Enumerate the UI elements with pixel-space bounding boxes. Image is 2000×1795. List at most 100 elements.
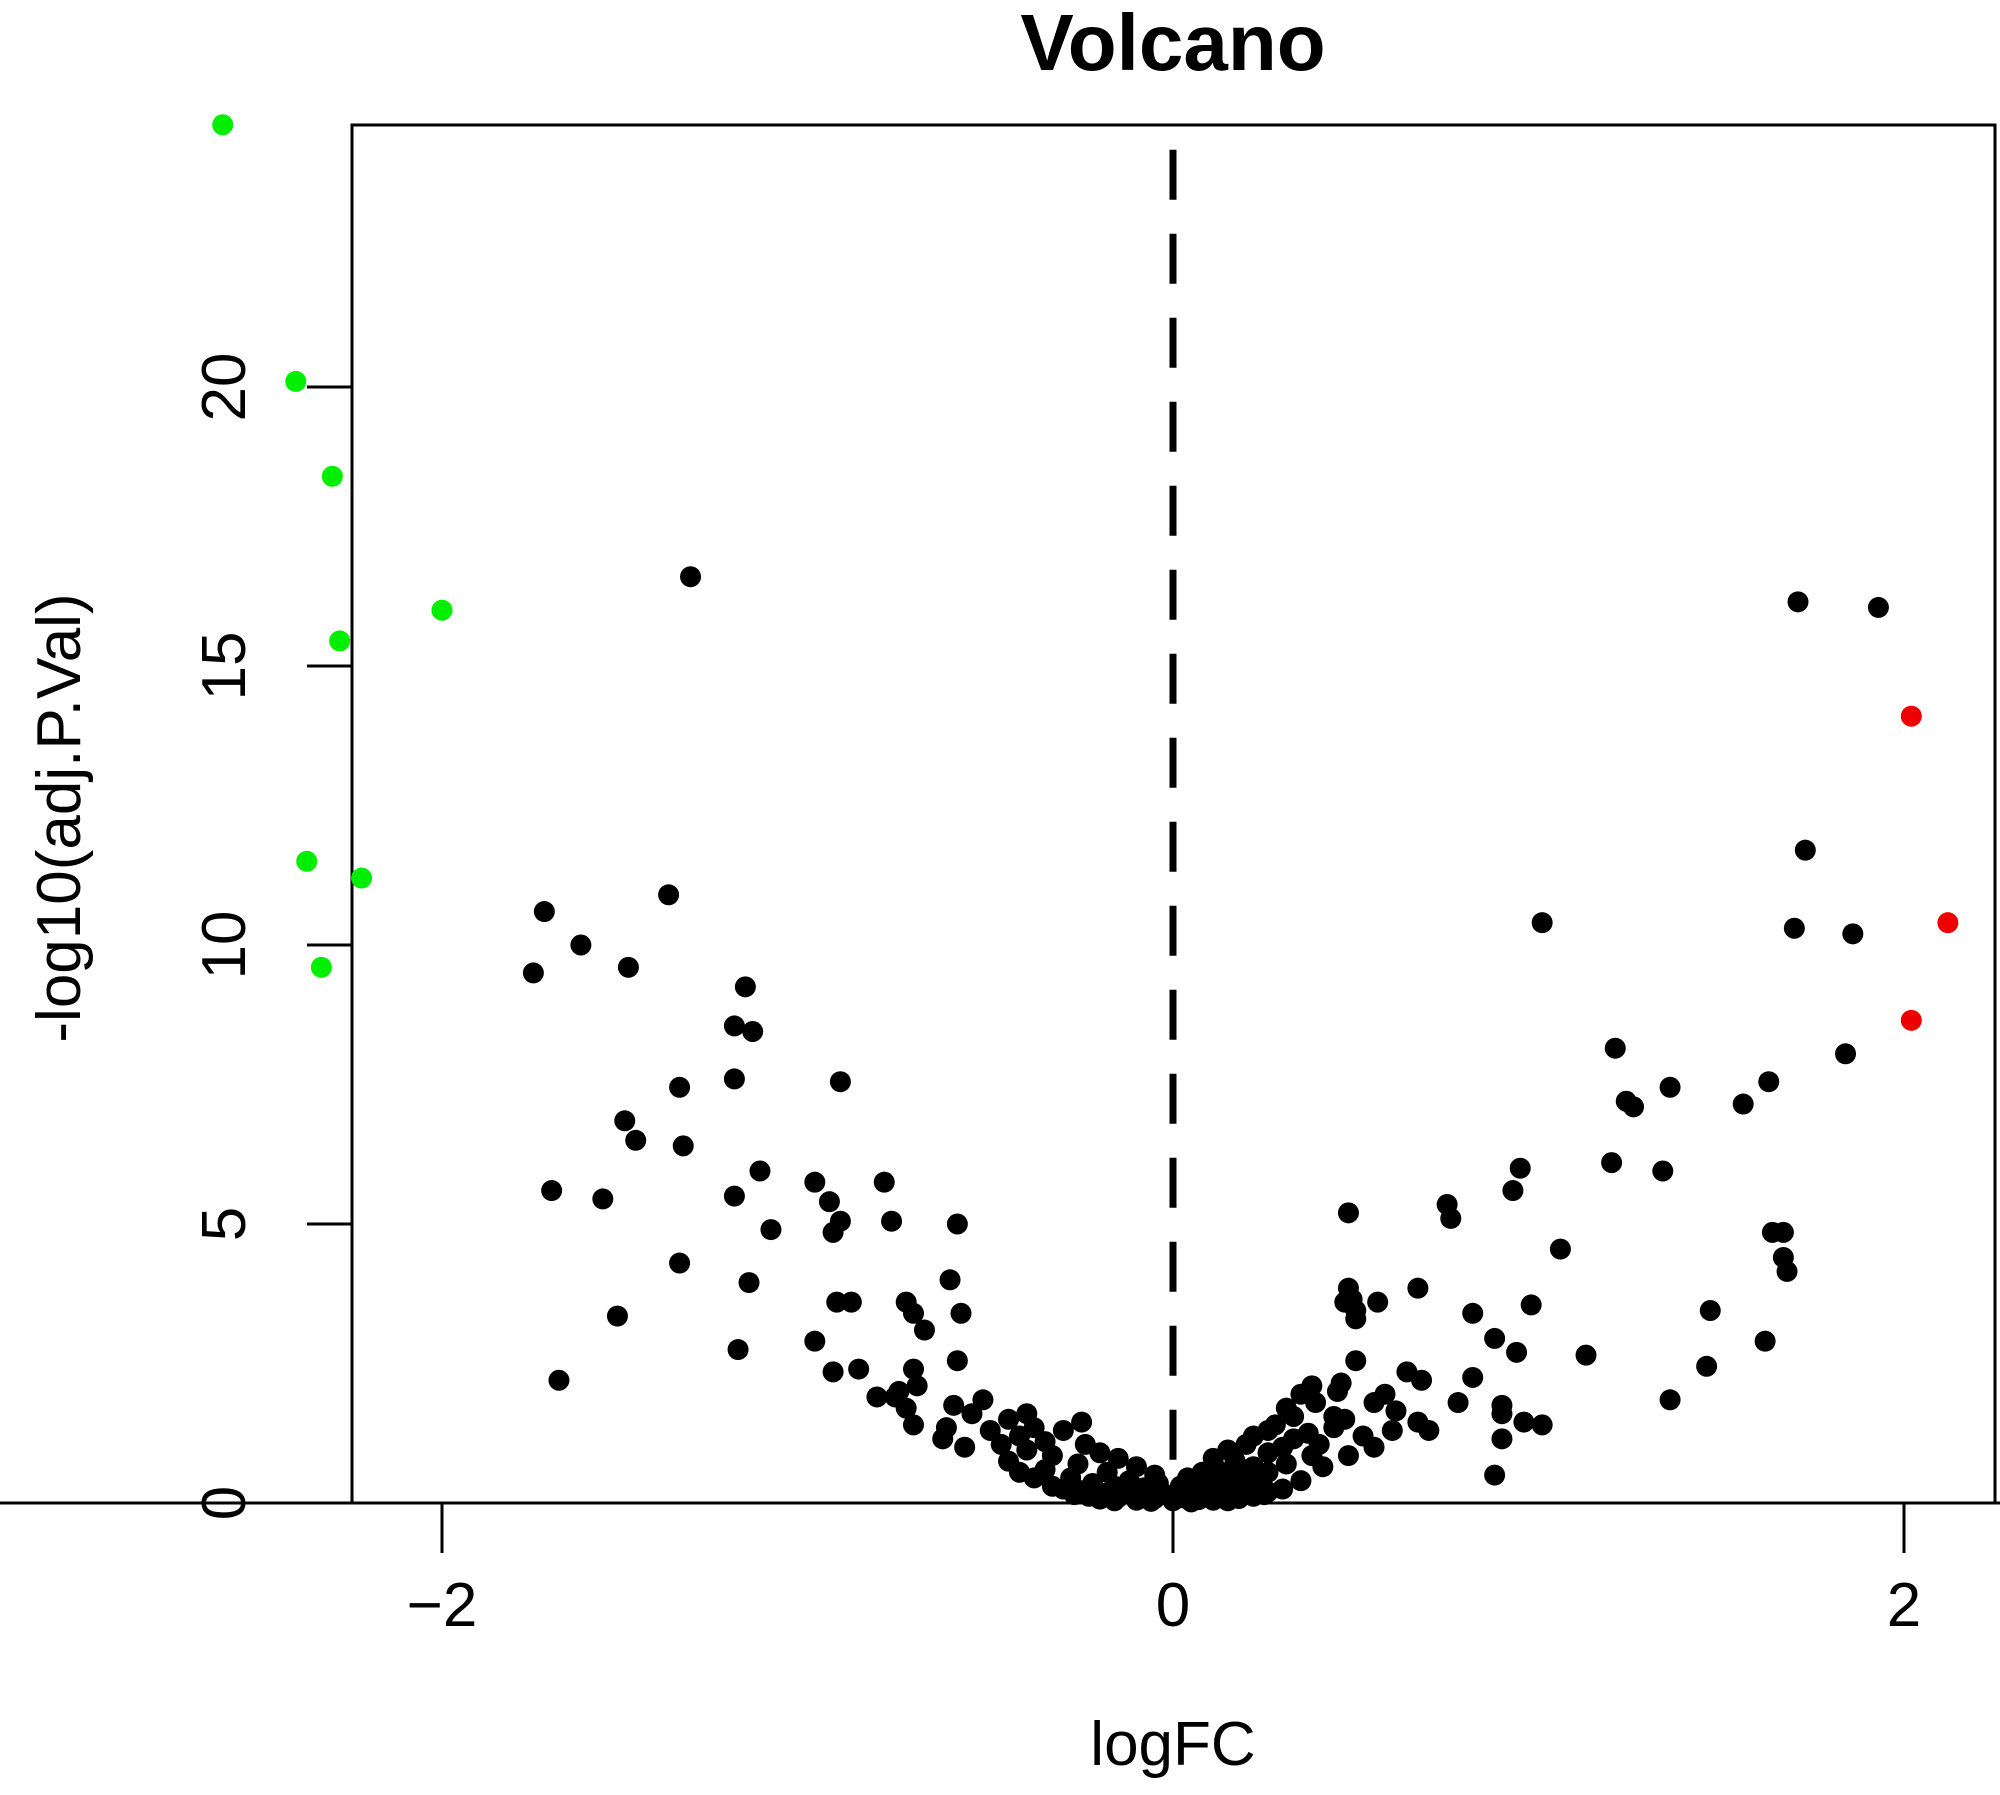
data-point-not-significant bbox=[672, 1135, 694, 1157]
data-point-not-significant bbox=[1140, 1490, 1162, 1512]
data-point-not-significant bbox=[1772, 1221, 1794, 1243]
data-point-not-significant bbox=[1484, 1327, 1506, 1349]
data-point-down bbox=[296, 850, 318, 872]
x-axis-label: logFC bbox=[1090, 1710, 1255, 1779]
data-point-not-significant bbox=[1063, 1484, 1085, 1506]
data-point-not-significant bbox=[1696, 1355, 1718, 1377]
data-point-not-significant bbox=[1283, 1406, 1305, 1428]
data-point-down bbox=[329, 630, 351, 652]
y-tick-label: 15 bbox=[190, 632, 259, 701]
data-point-not-significant bbox=[680, 566, 702, 588]
data-point-not-significant bbox=[1337, 1202, 1359, 1224]
data-point-not-significant bbox=[738, 1272, 760, 1294]
data-point-not-significant bbox=[727, 1339, 749, 1361]
data-point-up bbox=[1937, 912, 1959, 934]
data-point-not-significant bbox=[723, 1185, 745, 1207]
data-point-not-significant bbox=[1363, 1392, 1385, 1414]
data-point-not-significant bbox=[1411, 1369, 1433, 1391]
data-point-not-significant bbox=[946, 1213, 968, 1235]
data-point-not-significant bbox=[533, 901, 555, 923]
data-point-not-significant bbox=[1008, 1461, 1030, 1483]
data-point-not-significant bbox=[541, 1180, 563, 1202]
data-point-not-significant bbox=[881, 1210, 903, 1232]
data-point-not-significant bbox=[1575, 1344, 1597, 1366]
data-point-not-significant bbox=[1758, 1071, 1780, 1093]
data-point-not-significant bbox=[950, 1302, 972, 1324]
data-point-not-significant bbox=[1506, 1341, 1528, 1363]
data-point-not-significant bbox=[1513, 1411, 1535, 1433]
data-point-not-significant bbox=[1604, 1037, 1626, 1059]
data-point-not-significant bbox=[1180, 1491, 1202, 1513]
data-point-not-significant bbox=[1484, 1464, 1506, 1486]
data-point-not-significant bbox=[1491, 1403, 1513, 1425]
data-point-not-significant bbox=[1326, 1380, 1348, 1402]
data-point-not-significant bbox=[804, 1330, 826, 1352]
data-point-not-significant bbox=[1447, 1392, 1469, 1414]
data-point-not-significant bbox=[866, 1386, 888, 1408]
data-point-not-significant bbox=[954, 1436, 976, 1458]
data-point-not-significant bbox=[1531, 1414, 1553, 1436]
data-point-not-significant bbox=[1089, 1442, 1111, 1464]
data-point-down bbox=[285, 370, 307, 392]
data-point-not-significant bbox=[1623, 1096, 1645, 1118]
data-point-not-significant bbox=[1652, 1160, 1674, 1182]
data-point-not-significant bbox=[1659, 1389, 1681, 1411]
data-point-down bbox=[431, 599, 453, 621]
data-point-not-significant bbox=[848, 1358, 870, 1380]
data-point-not-significant bbox=[1418, 1419, 1440, 1441]
data-point-not-significant bbox=[570, 934, 592, 956]
data-point-not-significant bbox=[1071, 1411, 1093, 1433]
data-point-not-significant bbox=[1345, 1308, 1367, 1330]
data-point-not-significant bbox=[1787, 591, 1809, 613]
data-point-not-significant bbox=[1699, 1299, 1721, 1321]
data-point-not-significant bbox=[742, 1020, 764, 1042]
data-point-down bbox=[212, 114, 234, 136]
data-point-not-significant bbox=[822, 1221, 844, 1243]
data-point-not-significant bbox=[1783, 917, 1805, 939]
data-point-not-significant bbox=[1305, 1392, 1327, 1414]
x-tick-label: −2 bbox=[407, 1571, 478, 1640]
data-point-not-significant bbox=[1312, 1456, 1334, 1478]
x-axis: −4−2024 bbox=[0, 1501, 2000, 1640]
data-point-not-significant bbox=[1491, 1428, 1513, 1450]
data-point-not-significant bbox=[1502, 1180, 1524, 1202]
data-point-not-significant bbox=[734, 976, 756, 998]
data-point-not-significant bbox=[902, 1414, 924, 1436]
data-point-not-significant bbox=[1835, 1043, 1857, 1065]
data-point-not-significant bbox=[1407, 1277, 1429, 1299]
data-point-not-significant bbox=[669, 1076, 691, 1098]
data-point-not-significant bbox=[617, 956, 639, 978]
data-point-not-significant bbox=[548, 1369, 570, 1391]
y-tick-label: 20 bbox=[190, 353, 259, 422]
data-point-not-significant bbox=[1323, 1417, 1345, 1439]
data-point-not-significant bbox=[1732, 1093, 1754, 1115]
data-point-not-significant bbox=[592, 1188, 614, 1210]
data-point-not-significant bbox=[1842, 923, 1864, 945]
data-point-not-significant bbox=[658, 884, 680, 906]
data-point-not-significant bbox=[943, 1394, 965, 1416]
data-point-not-significant bbox=[1235, 1433, 1257, 1455]
data-point-not-significant bbox=[1290, 1470, 1312, 1492]
data-point-not-significant bbox=[1754, 1330, 1776, 1352]
data-point-not-significant bbox=[1776, 1260, 1798, 1282]
data-point-not-significant bbox=[1549, 1238, 1571, 1260]
data-point-not-significant bbox=[1867, 596, 1889, 618]
data-point-not-significant bbox=[723, 1015, 745, 1037]
data-point-not-significant bbox=[625, 1129, 647, 1151]
data-point-not-significant bbox=[1275, 1453, 1297, 1475]
data-point-down bbox=[321, 465, 343, 487]
data-points bbox=[212, 114, 1959, 1513]
data-point-not-significant bbox=[1104, 1490, 1126, 1512]
data-point-down bbox=[310, 956, 332, 978]
data-point-not-significant bbox=[1385, 1400, 1407, 1422]
data-point-not-significant bbox=[1257, 1442, 1279, 1464]
data-point-not-significant bbox=[614, 1110, 636, 1132]
data-point-not-significant bbox=[1381, 1419, 1403, 1441]
data-point-not-significant bbox=[1337, 1445, 1359, 1467]
y-tick-label: 5 bbox=[190, 1207, 259, 1241]
data-point-not-significant bbox=[1794, 839, 1816, 861]
data-point-not-significant bbox=[1531, 912, 1553, 934]
data-point-not-significant bbox=[826, 1291, 848, 1313]
data-point-not-significant bbox=[840, 1291, 862, 1313]
